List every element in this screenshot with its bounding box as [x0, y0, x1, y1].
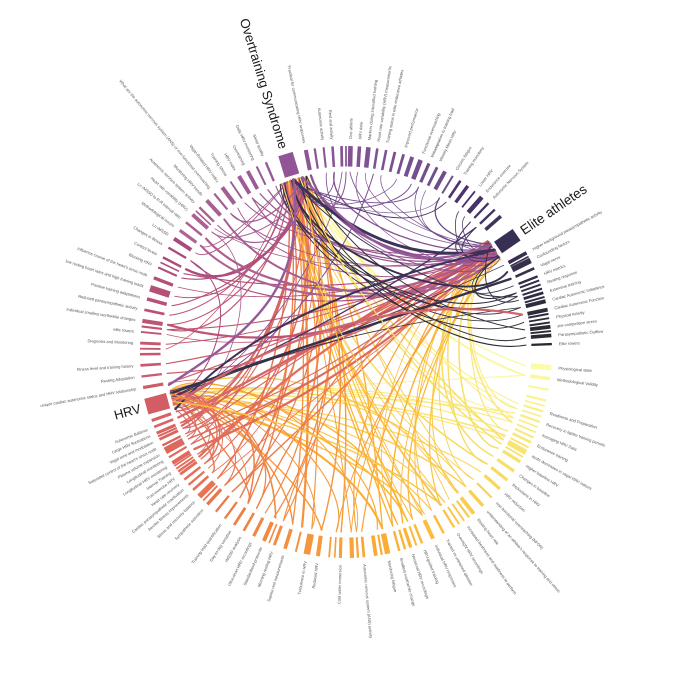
svg-text:elite rowers: elite rowers	[113, 327, 134, 334]
svg-text:HRV: HRV	[112, 401, 143, 423]
svg-text:Physiological state: Physiological state	[558, 366, 593, 374]
svg-text:Cold water immersion: Cold water immersion	[336, 565, 342, 604]
svg-text:Parasympathetic Outflow: Parasympathetic Outflow	[558, 329, 603, 338]
svg-text:pre-competition stress: pre-competition stress	[557, 318, 597, 328]
svg-text:Methodological Validity: Methodological Validity	[557, 377, 599, 387]
svg-text:Autonomic nervous system (ANS): Autonomic nervous system (ANS) activity	[362, 564, 374, 639]
svg-text:Turbulence in HRV: Turbulence in HRV	[296, 560, 307, 595]
svg-text:Physical Activity: Physical Activity	[556, 310, 586, 320]
svg-text:One athlete: One athlete	[348, 117, 353, 139]
svg-text:Rest and activity: Rest and activity	[328, 110, 335, 141]
svg-text:HRV data: HRV data	[357, 121, 363, 140]
svg-text:Diagnosis and Monitoring: Diagnosis and Monitoring	[87, 338, 133, 345]
svg-text:Monitoring fatigue: Monitoring fatigue	[387, 560, 399, 593]
svg-text:Reduced HRV: Reduced HRV	[311, 562, 320, 589]
svg-text:Resting Adaptation: Resting Adaptation	[100, 375, 134, 384]
svg-text:Markers during intensified tra: Markers during intensified training	[367, 80, 379, 141]
svg-text:fitness level and training his: fitness level and training history	[77, 363, 135, 372]
svg-text:Elite rowers: Elite rowers	[559, 340, 580, 346]
svg-text:Autonomic activity: Autonomic activity	[317, 108, 326, 142]
